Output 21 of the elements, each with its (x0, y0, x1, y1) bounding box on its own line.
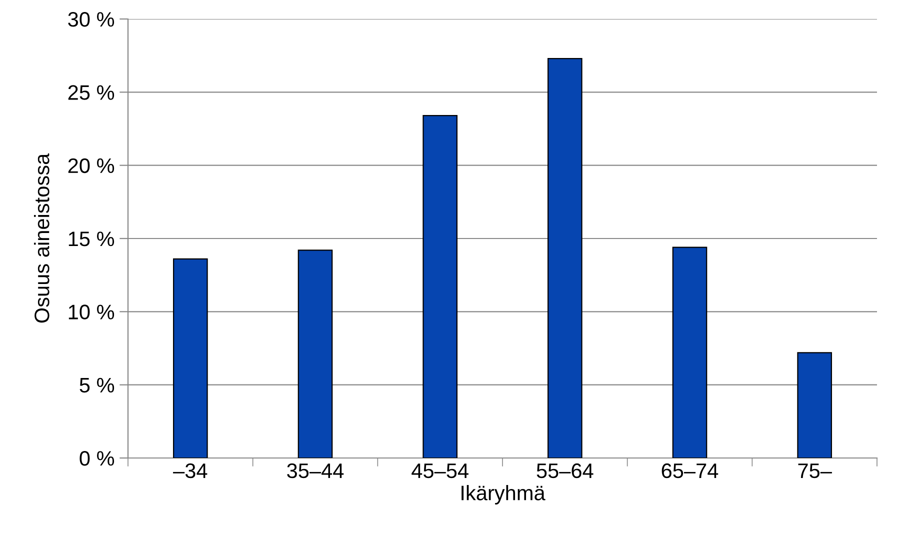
bar (548, 58, 582, 458)
x-tick-label: 35–44 (287, 463, 344, 478)
bar (298, 250, 333, 458)
x-tick-label: 45–54 (412, 464, 468, 478)
bar (422, 115, 458, 458)
y-tick-label: 15 % (68, 232, 114, 246)
bar (797, 352, 832, 458)
x-axis-title: Ikäryhmä (462, 485, 546, 504)
y-tick-label: 0 % (80, 451, 114, 466)
x-tick-label: –34 (173, 463, 208, 478)
y-tick-label: 5 % (80, 378, 114, 393)
bar (173, 258, 208, 458)
y-tick-label: 10 % (68, 304, 114, 320)
y-tick-label: 25 % (68, 85, 114, 100)
x-tick-label: 75– (798, 464, 832, 478)
y-tick-label: 30 % (68, 12, 114, 27)
x-tick-label: 55–64 (536, 463, 594, 478)
bar (672, 246, 708, 458)
x-tick-label: 65–74 (662, 463, 718, 478)
y-axis-title: Osuus aineistossa (34, 153, 50, 323)
y-tick-label: 20 % (68, 158, 114, 174)
